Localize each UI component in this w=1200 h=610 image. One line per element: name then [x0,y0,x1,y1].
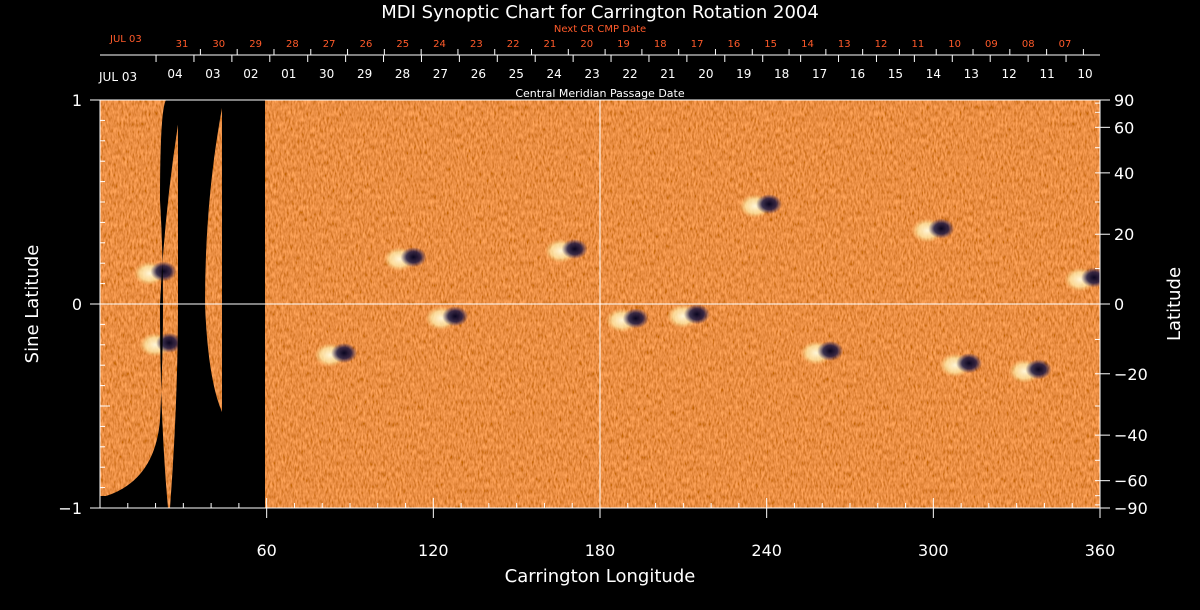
negative-polarity-patch [1025,359,1052,380]
right-y-axis-ticks: 90 60 40 20 0 −20 −40 −60 −90 [1095,91,1148,518]
x-axis-label: Carrington Longitude [505,566,696,587]
negative-polarity-patch [561,238,588,259]
right-tick-label: 40 [1114,164,1134,183]
next-cr-date-label: 15 [764,39,777,50]
x-axis-ticks: 60 120 180 240 300 360 [127,498,1116,560]
next-cr-date-label: 22 [507,39,520,50]
next-cr-date-label: 27 [323,39,336,50]
cmp-date-label: 17 [812,67,827,81]
negative-polarity-patch [400,247,427,268]
cmp-axis-title: Central Meridian Passage Date [515,87,684,100]
cmp-date-label: 04 [167,67,182,81]
next-cr-date-label: 31 [176,39,189,50]
negative-polarity-patch [331,343,358,363]
x-tick-label: 60 [256,541,276,560]
cmp-date-label: 26 [471,67,486,81]
negative-polarity-patch [756,194,783,215]
cmp-date-label: 25 [509,67,524,81]
next-cr-cmp-axis: Next CR CMP Date JUL 03 31 30 29 28 27 26 25 24… [100,24,1100,56]
next-cr-date-label: 19 [617,39,630,50]
left-y-axis-label: Sine Latitude [22,245,43,364]
x-tick-label: 120 [418,541,449,560]
cmp-date-label: 30 [319,67,334,81]
cmp-date-label: 27 [433,67,448,81]
cmp-start-label: JUL 03 [98,70,137,84]
right-tick-label: −40 [1114,426,1148,445]
next-cr-date-label: 20 [580,39,593,50]
next-cr-date-label: 13 [838,39,851,50]
cmp-date-label: 01 [281,67,296,81]
next-cr-date-label: 25 [396,39,409,50]
next-cr-date-label: 16 [728,39,741,50]
negative-polarity-patch [622,308,649,329]
negative-polarity-patch [956,353,983,374]
next-cr-date-label: 21 [544,39,557,50]
cmp-date-label: 28 [395,67,410,81]
cmp-date-label: 18 [774,67,789,81]
negative-polarity-patch [442,306,469,327]
cmp-date-label: 24 [547,67,562,81]
next-cr-date-label: 24 [433,39,446,50]
x-tick-label: 300 [918,541,949,560]
cmp-date-label: 03 [205,67,220,81]
next-cr-start-label: JUL 03 [109,34,142,45]
next-cr-date-label: 11 [911,39,924,50]
left-y-axis-ticks: 1 0 −1 [58,91,110,518]
cmp-date-label: 12 [1002,67,1017,81]
next-cr-date-label: 17 [691,39,704,50]
cmp-date-label: 10 [1077,67,1092,81]
data-gap-center [170,100,265,508]
right-tick-label: 60 [1114,118,1134,137]
cmp-date-axis: JUL 03 Central Meridian Passage Date 04 0… [98,55,1093,100]
negative-polarity-patch [150,261,177,282]
next-cr-date-label: 26 [360,39,373,50]
next-cr-date-label: 23 [470,39,483,50]
negative-polarity-patch [1081,267,1100,288]
cmp-date-label: 02 [243,67,258,81]
next-cr-axis-title: Next CR CMP Date [554,24,646,35]
left-tick-label: 1 [72,91,82,110]
cmp-date-label: 14 [926,67,941,81]
negative-polarity-patch [683,304,710,325]
next-cr-date-label: 12 [875,39,888,50]
next-cr-date-label: 08 [1022,39,1035,50]
cmp-date-label: 15 [888,67,903,81]
data-gap-left [100,100,182,508]
right-tick-label: 90 [1114,91,1134,110]
cmp-date-label: 29 [357,67,372,81]
next-cr-date-label: 14 [801,39,814,50]
next-cr-date-label: 10 [948,39,961,50]
cmp-date-label: 13 [964,67,979,81]
x-tick-label: 180 [585,541,616,560]
chart-title: MDI Synoptic Chart for Carrington Rotati… [381,2,819,23]
x-tick-label: 240 [751,541,782,560]
right-tick-label: −90 [1114,499,1148,518]
next-cr-date-label: 09 [985,39,998,50]
left-tick-label: 0 [72,295,82,314]
next-cr-date-label: 18 [654,39,667,50]
right-tick-label: −20 [1114,365,1148,384]
right-y-axis-label: Latitude [1164,267,1185,341]
negative-polarity-patch [817,340,844,361]
next-cr-date-label: 29 [249,39,262,50]
cmp-date-label: 22 [622,67,637,81]
x-tick-label: 360 [1085,541,1116,560]
cmp-date-label: 16 [850,67,865,81]
right-tick-label: 0 [1114,295,1124,314]
cmp-date-label: 11 [1039,67,1054,81]
cmp-date-label: 20 [698,67,713,81]
cmp-date-label: 21 [660,67,675,81]
right-tick-label: −60 [1114,472,1148,491]
cmp-date-label: 23 [584,67,599,81]
right-tick-label: 20 [1114,225,1134,244]
next-cr-date-label: 28 [286,39,299,50]
left-tick-label: −1 [58,499,82,518]
cmp-date-label: 19 [736,67,751,81]
next-cr-date-label: 07 [1059,39,1072,50]
negative-polarity-patch [928,218,955,239]
next-cr-date-label: 30 [212,39,225,50]
